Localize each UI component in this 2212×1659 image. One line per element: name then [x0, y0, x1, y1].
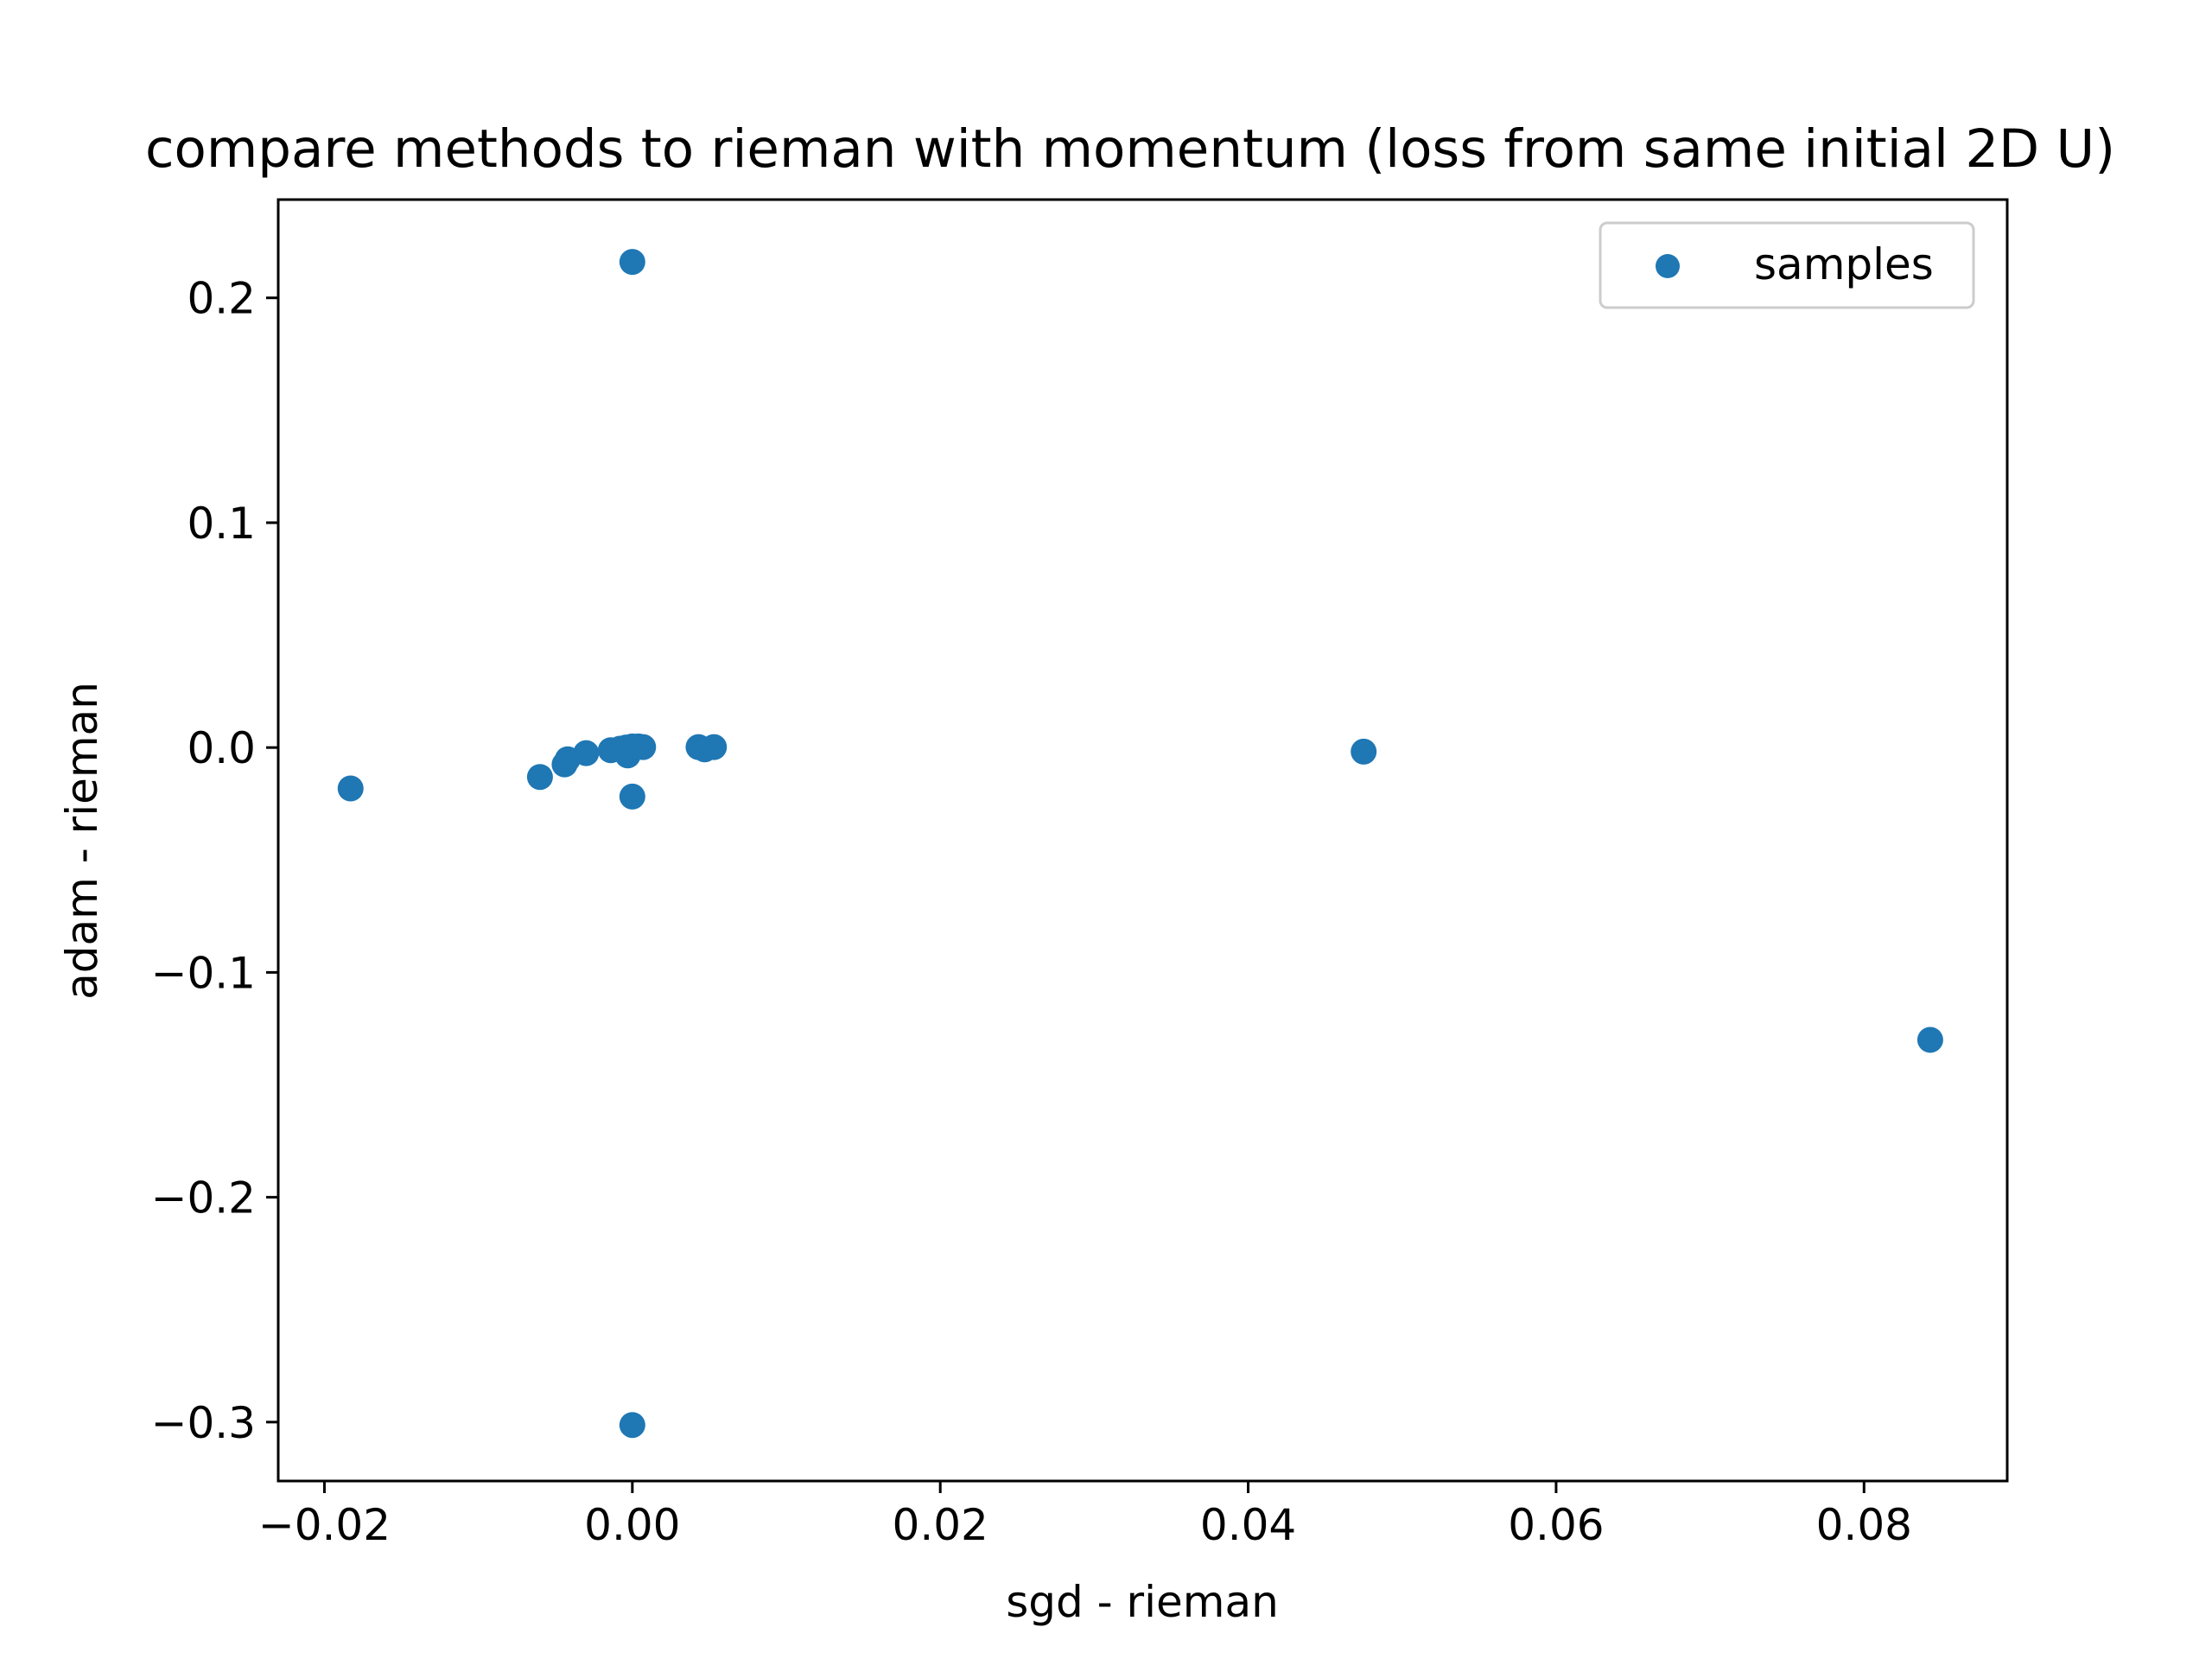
- chart-title: compare methods to rieman with momentum …: [145, 118, 2115, 180]
- scatter-point: [619, 783, 645, 810]
- legend-box: [1599, 221, 1975, 309]
- x-tick-label: 0.06: [1508, 1500, 1604, 1550]
- scatter-point: [630, 734, 657, 760]
- scatter-point: [619, 1412, 645, 1439]
- y-tick-label: 0.2: [187, 274, 256, 324]
- x-axis: −0.02 0.00 0.02 0.04 0.06 0.08: [258, 1481, 1912, 1550]
- scatter-point: [573, 740, 600, 766]
- scatter-point: [1351, 738, 1377, 765]
- x-tick-label: −0.02: [258, 1500, 391, 1550]
- y-tick-label: 0.0: [187, 723, 256, 773]
- y-axis: −0.3 −0.2 −0.1 0.0 0.1 0.2: [151, 274, 278, 1448]
- x-tick-label: 0.02: [893, 1500, 988, 1550]
- y-axis-label: adam - rieman: [57, 682, 107, 1000]
- scatter-point: [619, 249, 645, 276]
- scatter-point: [701, 734, 728, 760]
- x-tick-label: 0.00: [584, 1500, 680, 1550]
- x-tick-label: 0.08: [1816, 1500, 1912, 1550]
- legend-label: samples: [1754, 239, 1934, 289]
- x-axis-label: sgd - rieman: [1006, 1577, 1279, 1627]
- legend: samples: [1599, 221, 1975, 309]
- scatter-point: [526, 764, 553, 791]
- y-tick-label: −0.1: [151, 948, 256, 998]
- x-tick-label: 0.04: [1200, 1500, 1296, 1550]
- y-tick-label: −0.3: [151, 1398, 256, 1448]
- scatter-point: [1916, 1027, 1943, 1053]
- scatter-point: [337, 775, 364, 802]
- y-tick-label: 0.1: [187, 499, 256, 549]
- data-points: [337, 249, 1943, 1439]
- legend-marker: [1656, 254, 1680, 278]
- plot-area: [276, 198, 2009, 1483]
- y-tick-label: −0.2: [151, 1173, 256, 1224]
